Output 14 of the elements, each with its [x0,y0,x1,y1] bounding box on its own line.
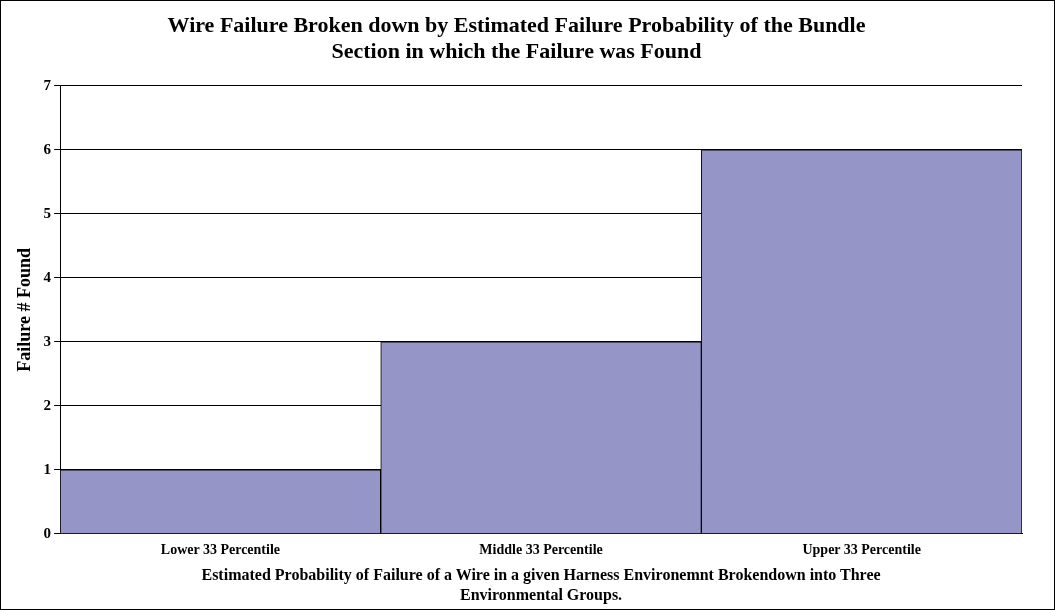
y-tick-label: 0 [43,524,52,541]
y-tick-label: 1 [43,460,52,477]
y-tick-label: 7 [43,76,52,93]
y-tick-label: 5 [43,204,52,221]
y-tick-label: 6 [43,140,52,157]
y-tick-label: 4 [43,268,52,285]
y-tick-label: 3 [43,332,52,349]
x-axis-title: Estimated Probability of Failure of a Wire in a given Harness Environemnt Brokendown into Three Environmental Groups. [201,566,881,604]
chart-title: Wire Failure Broken down by Estimated Failure Probability of the Bundle Section in which the Failure was Found [167,11,866,64]
y-tick-label: 2 [43,396,52,413]
x-tick-label: Lower 33 Percentile [160,541,281,557]
x-tick-label: Upper 33 Percentile [802,541,921,557]
y-axis-title: Failure # Found [14,247,35,372]
x-tick-label: Middle 33 Percentile [479,541,603,557]
